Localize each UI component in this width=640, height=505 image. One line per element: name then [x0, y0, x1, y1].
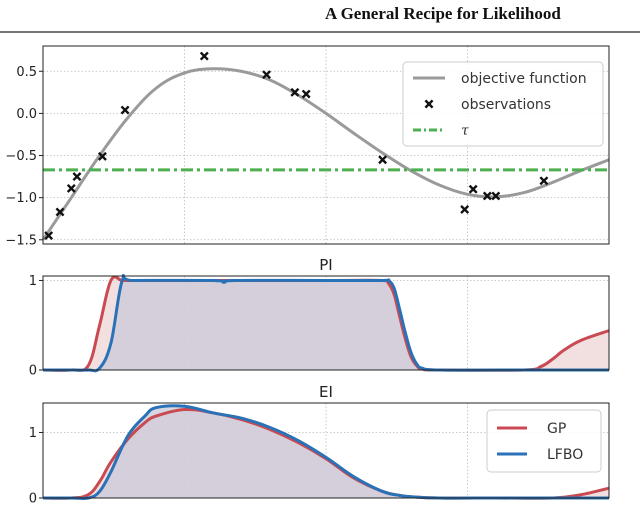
- y-tick-label: 1: [29, 426, 37, 441]
- y-tick-label: 1: [29, 274, 37, 289]
- observation-point: [72, 172, 82, 182]
- observation-point: [55, 207, 65, 217]
- observation-point: [290, 87, 300, 97]
- y-tick-label: −1.0: [5, 191, 37, 206]
- observation-point: [199, 51, 209, 61]
- legend-swatch-observations: [424, 99, 434, 109]
- observation-point: [66, 183, 76, 193]
- observation-stroke: [468, 184, 478, 194]
- area-fill-lfbo: [43, 405, 609, 499]
- observation-point: [97, 151, 107, 161]
- legend: GP LFBO: [486, 409, 602, 473]
- y-tick-label: −1.5: [5, 233, 37, 248]
- legend-box: [402, 61, 604, 147]
- y-tick-label: 0: [29, 364, 37, 379]
- observation-point: [44, 231, 54, 241]
- observation-stroke: [539, 176, 549, 186]
- observation-point: [378, 155, 388, 165]
- series-line-gp: [42, 275, 610, 372]
- objective-function-line: [41, 67, 610, 241]
- observation-point: [468, 184, 478, 194]
- observation-stroke: [301, 89, 311, 99]
- legend-label: τ: [461, 123, 469, 139]
- legend-box: [486, 409, 602, 473]
- observation-stroke: [66, 183, 76, 193]
- observation-stroke: [199, 51, 209, 61]
- observation-stroke: [491, 191, 501, 201]
- observation-point: [482, 191, 492, 201]
- axes-frame: [42, 402, 610, 499]
- observation-stroke: [460, 205, 470, 214]
- observation-stroke: [55, 207, 65, 217]
- area-fill-lfbo: [43, 275, 609, 371]
- legend: objective function observations τ: [402, 61, 604, 147]
- legend-label: GP: [547, 421, 566, 437]
- legend-label: LFBO: [547, 447, 583, 463]
- panel-title: PI: [319, 256, 332, 274]
- observation-point: [491, 191, 501, 201]
- axes-frame: [42, 45, 610, 245]
- observation-stroke: [262, 70, 272, 80]
- observation-point: [539, 176, 549, 186]
- y-tick-label: 0: [29, 492, 37, 505]
- axes-frame: [42, 275, 610, 371]
- legend-label: objective function: [461, 71, 587, 87]
- observation-point: [120, 105, 130, 115]
- observation-stroke: [72, 172, 82, 182]
- legend-label: observations: [461, 97, 551, 113]
- panel-title: EI: [319, 383, 333, 401]
- observation-stroke: [290, 87, 300, 97]
- observation-point: [262, 70, 272, 80]
- objective-panel: 0.5 0.0 −0.5 −1.0 −1.5 objective function obse…: [5, 45, 610, 248]
- header-title: A General Recipe for Likelihood: [325, 4, 561, 23]
- observation-stroke: [482, 191, 492, 201]
- y-tick-label: 0.5: [16, 65, 37, 80]
- observation-stroke: [120, 105, 130, 115]
- pi-panel: 0 1 PI: [29, 256, 610, 379]
- y-tick-label: −0.5: [5, 149, 37, 164]
- observation-stroke: [378, 155, 388, 165]
- observation-point: [460, 205, 470, 214]
- observation-stroke: [97, 151, 107, 161]
- observation-stroke: [44, 231, 54, 241]
- ei-panel: 0 1 EI GP LFBO: [29, 383, 610, 505]
- observation-point: [301, 89, 311, 99]
- y-tick-label: 0.0: [16, 107, 37, 122]
